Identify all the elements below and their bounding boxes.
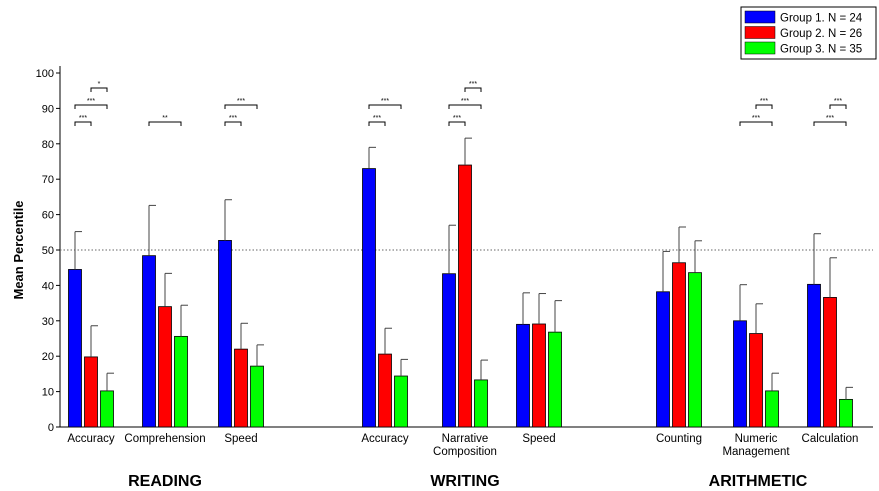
significance-bracket: [756, 105, 772, 109]
bar: [673, 263, 686, 427]
bar: [395, 376, 408, 427]
bars-group: [69, 138, 854, 427]
legend-entry: Group 3. N = 35: [780, 44, 862, 56]
significance-label: **: [162, 115, 168, 122]
bar: [443, 274, 456, 427]
bar: [689, 273, 702, 427]
labels-group: READING Accuracy Comprehension Speed WRITING…: [67, 433, 858, 490]
significance-label: *: [98, 81, 101, 88]
significance-bracket: [465, 88, 481, 92]
significance-bracket: [830, 105, 846, 109]
bar: [379, 354, 392, 427]
significance-bracket: [75, 105, 107, 109]
bar: [159, 307, 172, 427]
significance-bracket: [225, 105, 257, 109]
bar: [85, 357, 98, 427]
category-label: Speed: [224, 433, 257, 445]
significance-label: ***: [229, 115, 237, 122]
category-label: Numeric: [735, 433, 778, 445]
significance-bracket: [75, 122, 91, 126]
significance-label: ***: [752, 115, 760, 122]
significance-label: ***: [373, 115, 381, 122]
significance-label: ***: [461, 98, 469, 105]
domain-label-reading: READING: [128, 473, 202, 490]
significance-label: ***: [760, 98, 768, 105]
bar: [517, 324, 530, 427]
bar: [69, 269, 82, 427]
bar: [363, 169, 376, 427]
bar: [175, 336, 188, 427]
significance-bracket: [91, 88, 107, 92]
y-tick-label: 10: [42, 387, 54, 399]
significance-bracket: [814, 122, 846, 126]
significance-bracket: [149, 122, 181, 126]
category-label: Accuracy: [361, 433, 409, 445]
significance-bracket: [225, 122, 241, 126]
significance-bracket: [369, 105, 401, 109]
bar: [657, 292, 670, 427]
category-label: Comprehension: [124, 433, 205, 445]
bar: [840, 399, 853, 427]
y-tick-label: 20: [42, 351, 54, 363]
bar: [734, 321, 747, 427]
significance-label: ***: [834, 98, 842, 105]
category-label: Narrative: [442, 433, 489, 445]
significance-bracket: [449, 105, 481, 109]
y-tick-label: 0: [48, 422, 54, 434]
legend: Group 1. N = 24 Group 2. N = 26 Group 3. N…: [741, 7, 876, 59]
significance-label: ***: [87, 98, 95, 105]
category-label: Calculation: [802, 433, 859, 445]
bar: [824, 297, 837, 427]
y-tick-label: 100: [36, 68, 54, 80]
significance-label: ***: [453, 115, 461, 122]
y-tick-label: 90: [42, 103, 54, 115]
domain-label-writing: WRITING: [430, 473, 499, 490]
significance-bracket: [369, 122, 385, 126]
y-tick-label: 60: [42, 210, 54, 222]
significance-group: ********* *******************************…: [75, 81, 846, 126]
significance-label: ***: [469, 81, 477, 88]
bar: [251, 366, 264, 427]
significance-bracket: [449, 122, 465, 126]
significance-bracket: [740, 122, 772, 126]
category-label: Counting: [656, 433, 702, 445]
bar: [143, 256, 156, 427]
bar: [766, 391, 779, 427]
y-tick-label: 80: [42, 139, 54, 151]
legend-swatch: [745, 27, 775, 39]
category-label: Management: [722, 446, 790, 458]
bar: [459, 165, 472, 427]
significance-label: ***: [237, 98, 245, 105]
legend-swatch: [745, 42, 775, 54]
category-label: Speed: [522, 433, 555, 445]
bar: [219, 240, 232, 427]
category-label: Composition: [433, 446, 497, 458]
significance-label: ***: [381, 98, 389, 105]
legend-entry: Group 1. N = 24: [780, 13, 863, 25]
y-tick-label: 70: [42, 174, 54, 186]
y-tick-label: 40: [42, 280, 54, 292]
bar: [533, 324, 546, 427]
y-tick-label: 30: [42, 316, 54, 328]
bar: [235, 349, 248, 427]
bar: [475, 380, 488, 427]
y-tick-label: 50: [42, 245, 54, 257]
bar: [808, 284, 821, 427]
significance-label: ***: [79, 115, 87, 122]
bar: [101, 391, 114, 427]
significance-label: ***: [826, 115, 834, 122]
y-axis-title: Mean Percentile: [11, 201, 26, 300]
domain-label-arithmetic: ARITHMETIC: [709, 473, 808, 490]
legend-entry: Group 2. N = 26: [780, 28, 862, 40]
bar: [549, 332, 562, 427]
category-label: Accuracy: [67, 433, 115, 445]
bar: [750, 334, 763, 427]
legend-swatch: [745, 11, 775, 23]
